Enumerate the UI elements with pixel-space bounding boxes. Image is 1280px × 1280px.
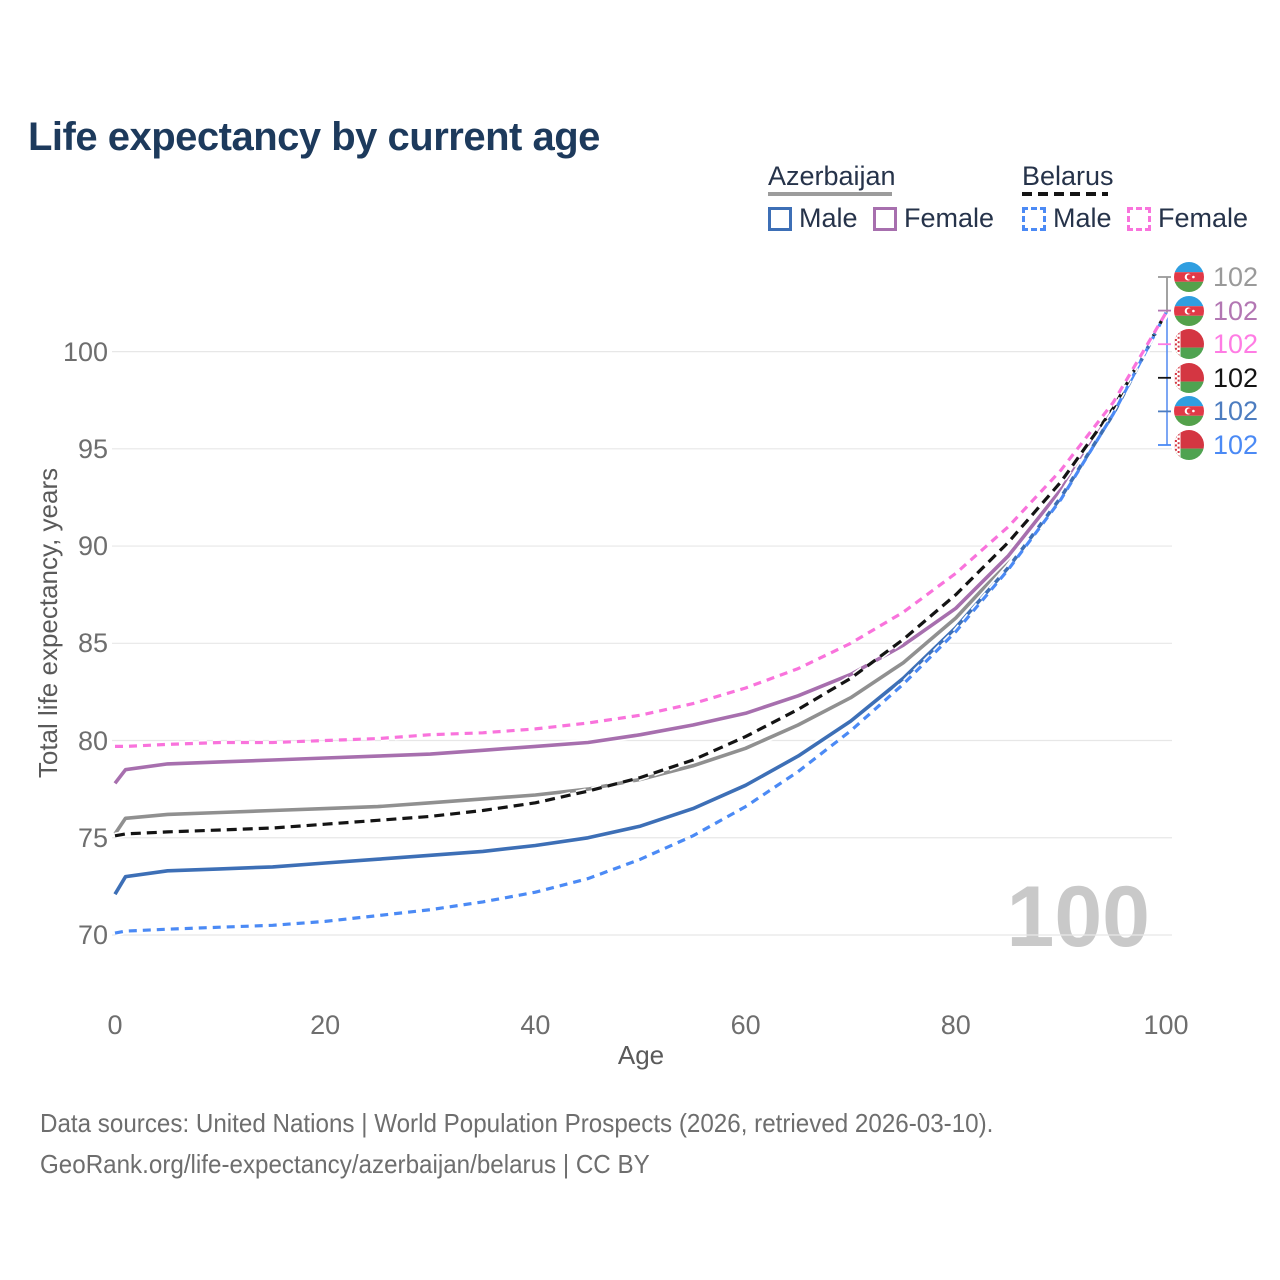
- end-label-value: 102: [1213, 396, 1259, 427]
- legend-item-belarus-male[interactable]: Male: [1022, 203, 1112, 234]
- series-line-belarus: [114, 311, 1168, 838]
- end-label-value: 102: [1213, 262, 1259, 292]
- series-halo-belarus-female: [115, 311, 1169, 750]
- legend-item-azerbaijan-male[interactable]: Male: [768, 203, 858, 234]
- y-tick-label-80: 80: [77, 725, 108, 756]
- age-watermark: 100: [1006, 869, 1151, 965]
- legend-item-belarus-female[interactable]: Female: [1127, 203, 1248, 234]
- x-tick-label-40: 40: [520, 1010, 551, 1040]
- end-label-value: 102: [1213, 295, 1259, 326]
- footer-data-sources: Data sources: United Nations | World Pop…: [40, 1108, 994, 1138]
- x-tick-label-80: 80: [940, 1010, 971, 1040]
- end-label-belarus-female: 102: [1174, 328, 1258, 360]
- x-tick-label-20: 20: [310, 1010, 341, 1040]
- series-line-azerbaijan: [113, 311, 1168, 835]
- end-label-azerbaijan-female: 102: [1174, 295, 1258, 327]
- legend-label-azerbaijan-male: Male: [799, 203, 858, 233]
- legend-swatch-azerbaijan-male: [768, 206, 792, 231]
- azerbaijan-flag-icon: [1174, 295, 1204, 326]
- y-tick-label-70: 70: [77, 920, 108, 950]
- legend-swatch-belarus-male: [1022, 206, 1046, 231]
- y-tick-label-90: 90: [77, 531, 108, 562]
- y-tick-label-85: 85: [77, 628, 108, 659]
- series-line-belarus-male: [114, 311, 1168, 935]
- series-line-azerbaijan-male: [113, 311, 1168, 896]
- legend-label-belarus-female: Female: [1158, 203, 1249, 233]
- x-tick-label-0: 0: [107, 1010, 123, 1040]
- legend-country-belarus: Belarus: [1022, 161, 1114, 191]
- end-label-value: 102: [1213, 362, 1259, 393]
- end-label-azerbaijan: 102: [1174, 261, 1258, 293]
- y-tick-label-100: 100: [62, 336, 108, 367]
- belarus-flag-icon: [1174, 430, 1204, 460]
- belarus-flag-icon: [1174, 329, 1204, 360]
- end-label-belarus: 102: [1174, 362, 1258, 394]
- end-label-value: 102: [1213, 329, 1259, 360]
- series-line-azerbaijan-female: [113, 311, 1168, 785]
- y-tick-label-75: 75: [77, 822, 108, 853]
- legend-label-belarus-male: Male: [1053, 203, 1112, 233]
- legend-swatch-azerbaijan-female: [873, 206, 897, 231]
- legend-underline-belarus: [1022, 192, 1108, 196]
- x-tick-label-100: 100: [1143, 1010, 1189, 1040]
- end-label-value: 102: [1213, 430, 1259, 460]
- legend-item-azerbaijan-female[interactable]: Female: [873, 203, 994, 234]
- series-halo-azerbaijan: [112, 311, 1170, 836]
- series-halo-belarus-male: [114, 311, 1169, 937]
- legend-label-azerbaijan-female: Female: [904, 203, 995, 233]
- belarus-flag-icon: [1174, 362, 1204, 393]
- x-tick-label-60: 60: [730, 1010, 761, 1040]
- footer-attribution: GeoRank.org/life-expectancy/azerbaijan/b…: [40, 1149, 650, 1179]
- end-label-azerbaijan-male: 102: [1174, 395, 1258, 427]
- azerbaijan-flag-icon: [1174, 396, 1204, 427]
- y-tick-label-95: 95: [77, 433, 108, 464]
- azerbaijan-flag-icon: [1174, 262, 1204, 292]
- page-title: Life expectancy by current age: [28, 114, 600, 159]
- series-halo-azerbaijan-female: [112, 311, 1170, 786]
- legend-swatch-belarus-female: [1127, 206, 1151, 231]
- series-line-belarus-female: [115, 311, 1168, 749]
- end-label-belarus-male: 102: [1174, 429, 1258, 461]
- legend-country-azerbaijan: Azerbaijan: [768, 161, 896, 191]
- x-axis-title: Age: [617, 1040, 665, 1070]
- series-halo-azerbaijan-male: [111, 311, 1170, 897]
- legend-underline-azerbaijan: [768, 192, 892, 196]
